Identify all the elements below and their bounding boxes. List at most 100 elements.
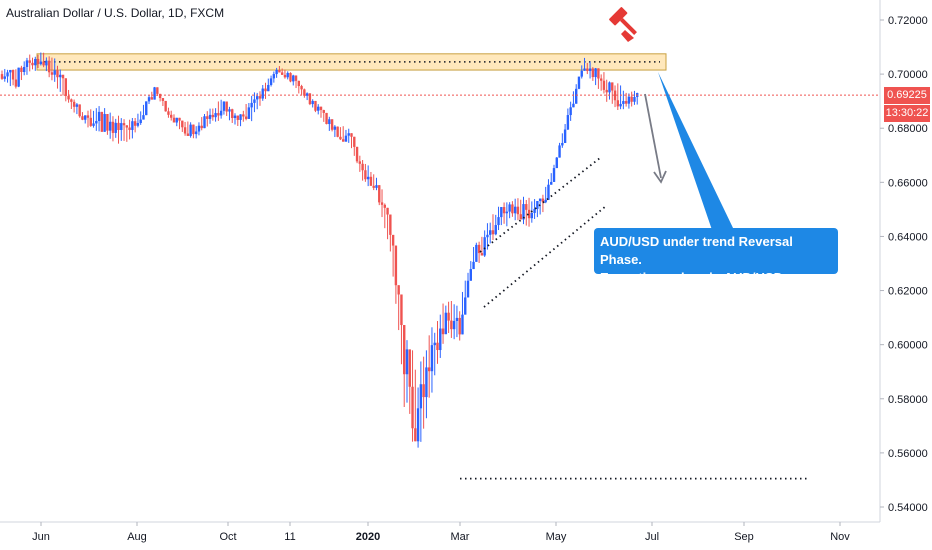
candle-down (167, 111, 170, 115)
candle-up (366, 176, 370, 180)
time-axis[interactable]: Jun Aug Oct 11 2020 Mar May Jul Sep Nov (32, 522, 850, 543)
candle-down (372, 185, 375, 188)
candle-up (344, 135, 348, 142)
candle-up (256, 96, 259, 100)
candle-down (358, 161, 362, 164)
candle-up (75, 104, 79, 107)
candle-up (538, 198, 542, 201)
candle-down (150, 97, 153, 100)
candle-down (624, 101, 628, 104)
candle-down (133, 121, 137, 126)
candle-down (158, 93, 162, 99)
candle-down (502, 207, 506, 214)
candle-up (555, 157, 558, 169)
candle-up (145, 101, 148, 116)
candle-down (125, 125, 129, 128)
candle-down (231, 109, 234, 119)
candle-down (86, 115, 90, 118)
candle-up (464, 297, 467, 315)
price-tick-label: 0.58000 (888, 394, 928, 406)
candle-up (92, 123, 95, 126)
candle-up (547, 184, 550, 200)
candle-down (308, 93, 312, 105)
candle-down (378, 185, 381, 203)
candle-up (6, 72, 9, 77)
candle-down (339, 136, 342, 140)
candle-up (333, 126, 337, 130)
price-tick-label: 0.70000 (888, 69, 928, 81)
candle-down (480, 253, 484, 256)
candle-up (194, 131, 198, 135)
last-price-label: 0.69225 (884, 87, 930, 105)
candle-down (67, 95, 70, 100)
candle-up (267, 84, 270, 92)
candle-down (400, 294, 403, 326)
candle-down (236, 115, 239, 120)
candle-up (59, 74, 62, 78)
candle-up (489, 230, 492, 235)
projection-arrow (644, 93, 667, 184)
candles-group (0, 52, 639, 448)
candle-down (192, 124, 195, 135)
candle-down (164, 100, 167, 112)
candle-down (511, 204, 514, 214)
time-tick-label: Jun (32, 531, 50, 543)
candle-up (328, 119, 331, 125)
candle-up (466, 280, 470, 298)
candle-down (403, 325, 406, 375)
candle-down (616, 100, 620, 107)
candle-down (353, 136, 356, 147)
candle-down (394, 245, 398, 286)
candle-up (563, 129, 567, 143)
candle-down (383, 204, 386, 208)
candle-up (430, 345, 434, 372)
candle-up (405, 349, 409, 375)
candle-down (361, 163, 364, 171)
candle-up (222, 101, 226, 111)
candle-down (31, 62, 34, 66)
candle-up (139, 119, 142, 123)
candle-down (242, 114, 245, 117)
candle-down (289, 72, 292, 82)
candle-up (250, 102, 253, 108)
candle-down (14, 79, 18, 87)
candle-down (258, 96, 262, 99)
candle-down (336, 126, 339, 137)
callout-note[interactable]: AUD/USD under trend Reversal Phase. Expe… (594, 228, 838, 303)
candle-down (81, 116, 84, 120)
candle-up (475, 244, 478, 262)
candle-down (206, 116, 209, 119)
candle-up (214, 113, 217, 118)
price-tick-label: 0.66000 (888, 177, 928, 189)
candle-up (619, 103, 622, 107)
candle-up (233, 115, 237, 119)
candle-up (505, 211, 509, 214)
callout-pointer (658, 72, 734, 230)
candle-up (9, 69, 12, 73)
candle-up (472, 261, 475, 270)
candle-up (588, 68, 592, 71)
candle-down (178, 117, 181, 121)
candle-down (72, 101, 76, 107)
candle-down (117, 122, 120, 130)
candle-up (208, 114, 212, 119)
price-axis[interactable]: 0.72000 0.70000 0.68000 0.66000 0.64000 0.620… (880, 15, 928, 514)
candle-up (572, 103, 575, 108)
candle-down (519, 214, 522, 220)
gavel-icon (609, 7, 637, 35)
candle-up (275, 69, 278, 75)
candle-up (261, 88, 264, 99)
resistance-zone[interactable] (36, 53, 667, 71)
candle-down (516, 206, 520, 215)
time-tick-label: Jul (645, 531, 659, 543)
candle-down (111, 121, 115, 133)
candle-up (347, 133, 350, 136)
candle-up (136, 122, 140, 126)
candle-down (0, 74, 4, 79)
candle-up (513, 206, 517, 214)
candle-down (186, 133, 190, 136)
candle-down (436, 342, 439, 351)
callout-line-2: Expecting a drop in AUD/USD very soon (600, 270, 814, 303)
candle-down (56, 70, 59, 78)
candle-up (455, 317, 459, 321)
